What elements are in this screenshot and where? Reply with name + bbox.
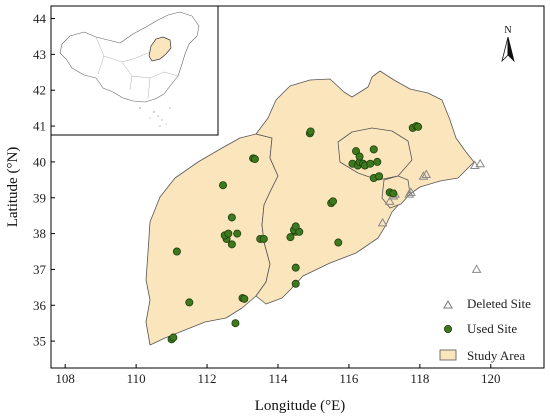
inset-study-area <box>148 36 172 62</box>
used-site-marker <box>328 197 337 206</box>
used-site-marker <box>389 189 398 198</box>
legend-deleted-site-symbol <box>443 299 453 309</box>
used-site-marker <box>227 213 236 222</box>
legend-study-area-swatch <box>439 349 457 361</box>
used-site-marker <box>414 122 423 131</box>
inset-china-outline <box>59 11 200 103</box>
x-axis-ticks: 108 110 112 114 116 118 120 <box>55 364 501 386</box>
x-tick-label: 118 <box>410 371 429 386</box>
y-tick-label: 43 <box>33 47 46 62</box>
north-arrow-right-half <box>507 36 515 63</box>
used-site-marker <box>291 279 300 288</box>
used-site-marker <box>259 234 268 243</box>
legend-used-site-symbol <box>443 324 452 333</box>
inset-frame <box>50 5 219 136</box>
y-tick-label: 42 <box>33 83 46 98</box>
y-tick-label: 39 <box>33 190 46 205</box>
x-axis-title: Longitude (°E) <box>255 398 346 414</box>
used-site-marker <box>369 145 378 154</box>
legend-study-area-label: Study Area <box>467 348 525 363</box>
used-site-marker <box>291 222 300 231</box>
x-tick-label: 112 <box>198 371 217 386</box>
used-site-marker <box>366 159 375 168</box>
used-site-marker <box>375 172 384 181</box>
used-site-marker <box>224 229 233 238</box>
y-tick-label: 38 <box>33 226 46 241</box>
used-site-marker <box>286 233 295 242</box>
inset-islands <box>139 107 171 127</box>
used-site-marker <box>355 152 364 161</box>
used-site-marker <box>185 298 194 307</box>
deleted-sites-layer <box>377 158 486 273</box>
used-site-marker <box>306 127 315 136</box>
deleted-site-marker <box>471 264 482 273</box>
north-arrow: N <box>501 25 515 63</box>
used-site-marker <box>172 247 181 256</box>
x-tick-label: 120 <box>481 371 501 386</box>
deleted-site-marker <box>421 169 432 178</box>
y-tick-label: 35 <box>33 334 46 349</box>
used-site-marker <box>233 229 242 238</box>
legend-deleted-site-label: Deleted Site <box>467 296 531 311</box>
deleted-site-marker <box>406 187 416 196</box>
used-site-marker <box>227 240 236 249</box>
legend: Deleted Site Used Site Study Area <box>439 296 531 363</box>
used-site-marker <box>334 238 343 247</box>
x-tick-label: 108 <box>55 371 75 386</box>
used-site-marker <box>219 181 228 190</box>
north-arrow-label: N <box>504 25 511 36</box>
deleted-site-marker <box>377 217 388 227</box>
used-site-marker <box>231 319 240 328</box>
y-tick-label: 40 <box>33 154 46 169</box>
deleted-site-marker <box>475 158 486 168</box>
legend-used-site-label: Used Site <box>467 321 517 336</box>
y-axis-title: Latitude (°N) <box>5 147 21 228</box>
used-sites-layer <box>167 122 423 344</box>
used-site-marker <box>250 155 259 164</box>
used-site-marker <box>291 263 300 272</box>
y-tick-label: 44 <box>33 11 47 26</box>
deleted-site-marker <box>418 171 429 180</box>
y-tick-label: 37 <box>33 262 47 277</box>
x-tick-label: 114 <box>268 371 288 386</box>
used-site-marker <box>240 294 249 303</box>
x-tick-label: 116 <box>339 371 359 386</box>
x-tick-label: 110 <box>127 371 146 386</box>
y-axis-ticks: 35 36 37 38 39 40 41 42 43 44 <box>33 11 55 349</box>
used-site-marker <box>169 333 178 342</box>
y-tick-label: 41 <box>33 119 46 134</box>
y-tick-label: 36 <box>33 298 47 313</box>
used-site-marker <box>373 157 382 166</box>
inset-map <box>50 5 219 136</box>
deleted-site-marker <box>384 196 395 205</box>
deleted-site-marker <box>404 189 415 198</box>
